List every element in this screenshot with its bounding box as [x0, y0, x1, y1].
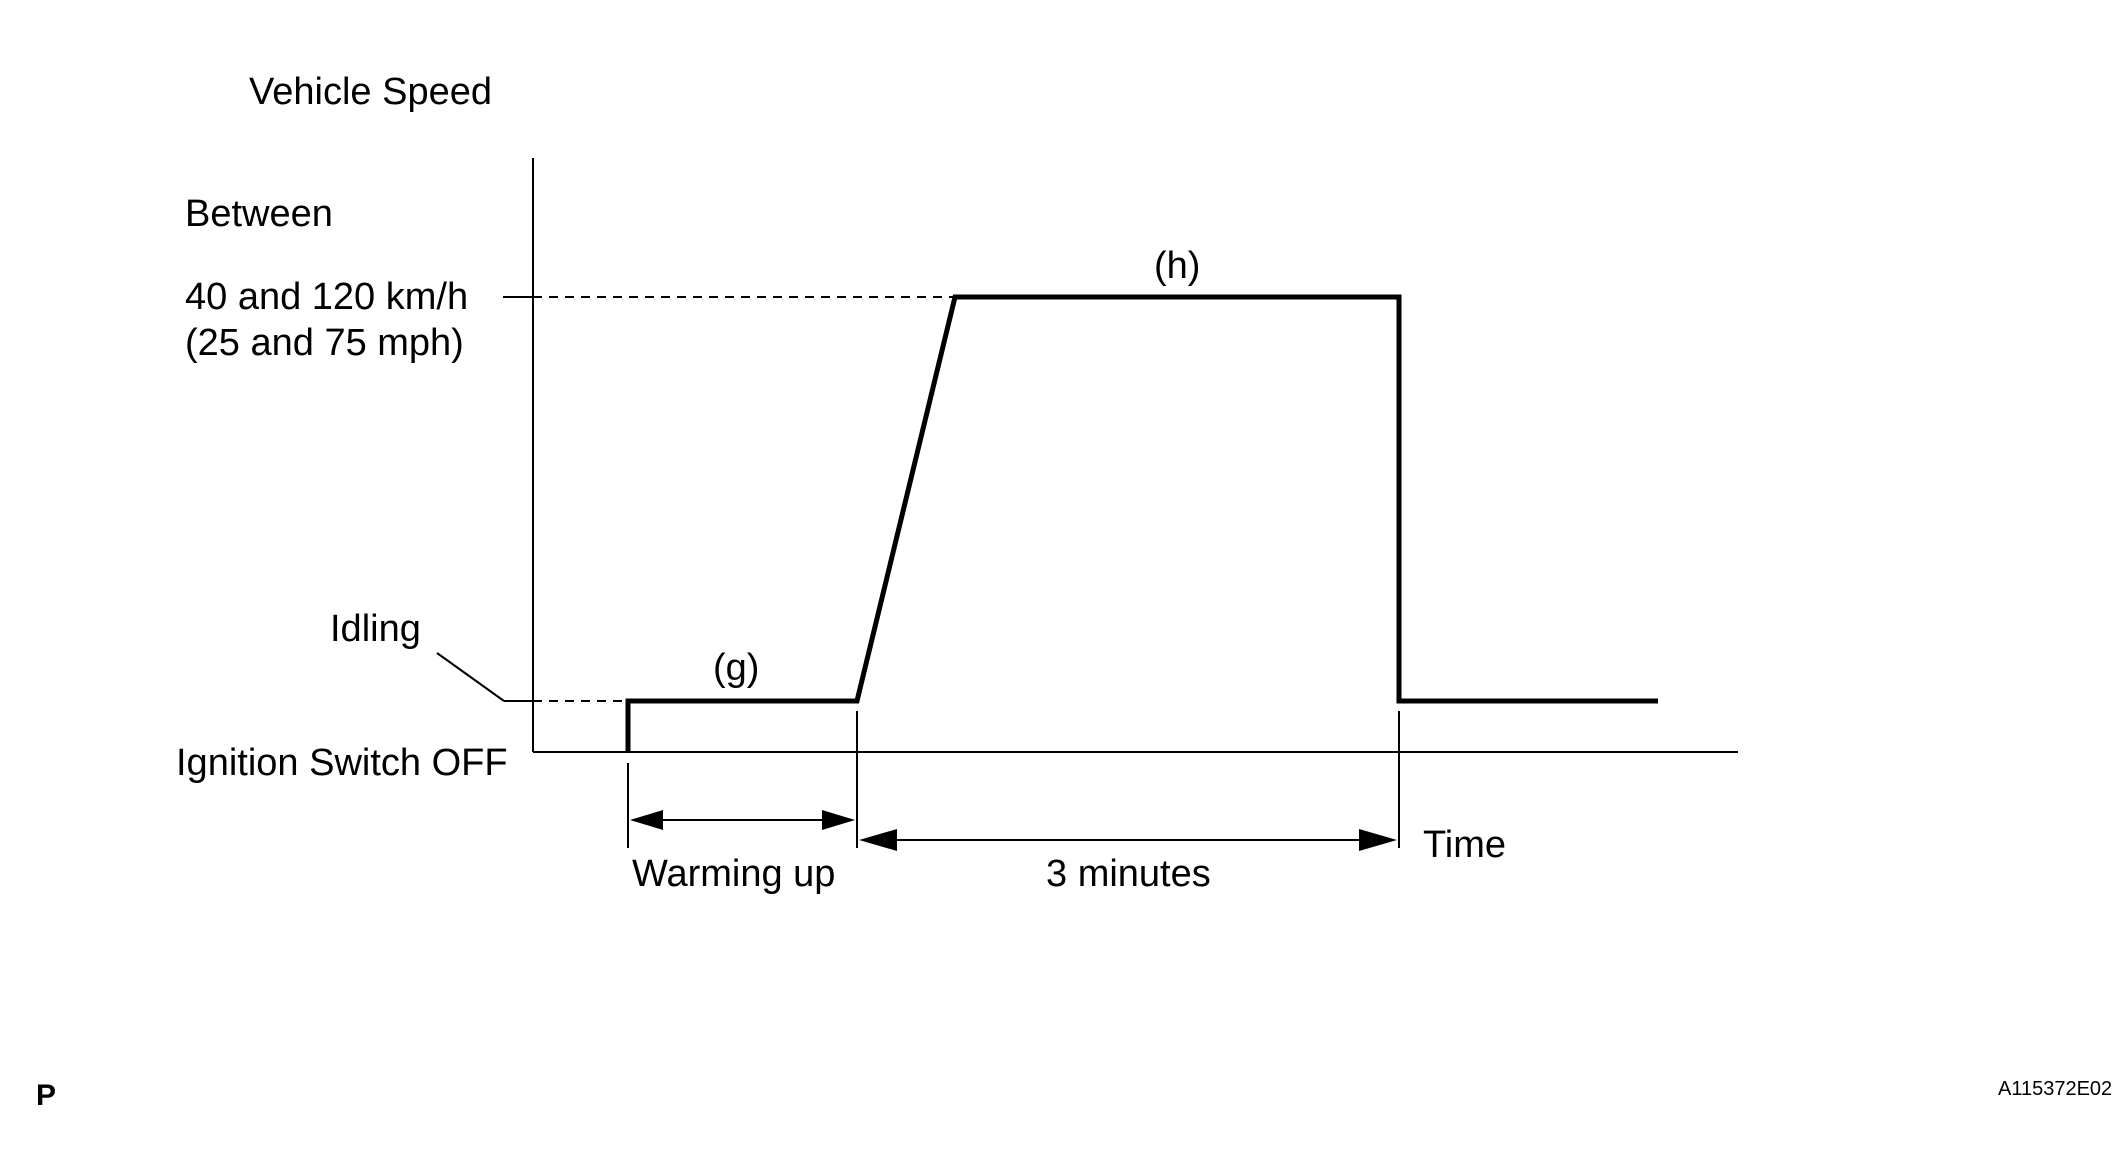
idling-label: Idling — [330, 608, 421, 650]
idling-leader-line — [436, 652, 505, 702]
warming-up-arrow-right — [822, 810, 855, 830]
figure-id: A115372E02 — [1998, 1078, 2112, 1100]
three-minutes-label: 3 minutes — [1046, 853, 1211, 895]
warming-up-arrow-left — [630, 810, 663, 830]
warming-up-label: Warming up — [632, 853, 835, 895]
between-label: Between — [185, 193, 333, 235]
speed-range-kmh-label: 40 and 120 km/h — [185, 276, 468, 318]
corner-mark: P — [36, 1079, 56, 1112]
step-g-label: (g) — [713, 647, 759, 689]
three-minutes-arrow-left — [859, 829, 897, 851]
speed-profile-line — [625, 294, 1658, 752]
step-h-label: (h) — [1154, 245, 1200, 287]
y-axis-title: Vehicle Speed — [249, 71, 492, 113]
three-minutes-arrow-right — [1359, 829, 1397, 851]
time-axis-label: Time — [1423, 824, 1506, 866]
ignition-off-label: Ignition Switch OFF — [176, 742, 508, 784]
speed-range-mph-label: (25 and 75 mph) — [185, 322, 464, 364]
